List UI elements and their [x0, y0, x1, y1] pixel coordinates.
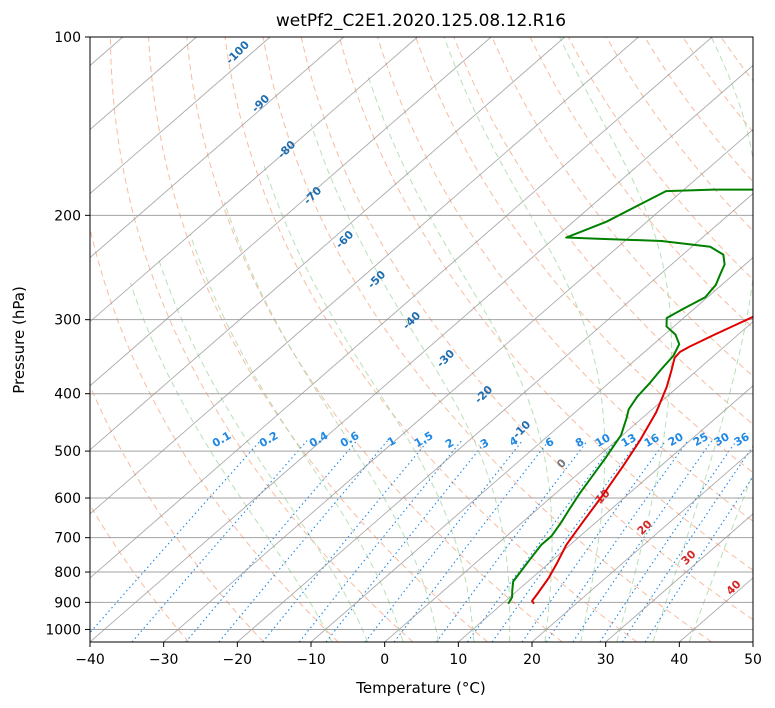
y-tick-label: 300	[54, 313, 81, 329]
mixing-ratio-line	[621, 445, 753, 642]
mixing-ratio-line	[521, 440, 667, 642]
mixing-ratio-line	[298, 440, 463, 642]
dry-adiabat	[453, 37, 753, 425]
mixing-ratio-line	[545, 440, 689, 642]
isotherm	[90, 37, 566, 451]
temperature-profile	[531, 315, 753, 605]
y-tick-label: 900	[54, 595, 81, 611]
dry-adiabat	[90, 503, 190, 642]
isotherm	[163, 128, 753, 642]
axes: −40 −30 −20 −10 0 10 20 30 40 50 100 200 300 400 500 60…	[45, 30, 762, 668]
dry-adiabat	[224, 37, 638, 642]
mixing-ratio-line	[131, 440, 308, 642]
x-tick-label: 30	[597, 652, 615, 668]
x-tick-label: 40	[670, 652, 688, 668]
moist-adiabat	[157, 256, 369, 642]
plot-frame	[89, 36, 754, 643]
isotherm	[90, 37, 713, 579]
moist-adiabat	[263, 165, 475, 642]
sounding-profiles	[507, 188, 753, 605]
y-tick-label: 500	[54, 444, 81, 460]
x-tick-label: 0	[380, 652, 389, 668]
x-tick-label: −30	[149, 652, 179, 668]
y-tick-label: 200	[54, 208, 81, 224]
moist-adiabat	[223, 201, 439, 642]
moist-adiabat	[129, 282, 333, 642]
moist-adiabat	[443, 37, 606, 642]
chart-title: wetPf2_C2E1.2020.125.08.12.R16	[276, 11, 566, 31]
dry-adiabat	[148, 37, 488, 642]
mixing-ratio-line	[644, 475, 753, 642]
isotherm	[384, 321, 753, 642]
dewpoint-profile	[507, 188, 753, 605]
dry-adiabat	[90, 226, 339, 642]
x-tick-label: −10	[296, 652, 326, 668]
isotherm	[90, 37, 418, 323]
isotherm	[458, 385, 753, 642]
x-tick-label: 50	[744, 652, 762, 668]
mixing-ratio-line	[491, 440, 640, 642]
moist-adiabat	[688, 471, 753, 642]
x-tick-label: −40	[75, 652, 105, 668]
y-axis-title: Pressure (hPa)	[10, 286, 28, 394]
y-tick-label: 1000	[45, 622, 81, 638]
moist-adiabat	[189, 233, 404, 642]
mixing-ratio-line	[325, 440, 487, 642]
mixing-ratio-line	[185, 440, 358, 642]
isotherm	[90, 37, 345, 259]
reference-lines	[90, 37, 753, 642]
isotherm	[90, 37, 492, 387]
isotherm	[310, 257, 753, 642]
isotherm	[90, 64, 753, 642]
dry-adiabat	[415, 37, 753, 474]
dry-adiabat	[529, 37, 753, 329]
mixing-ratio-line	[218, 440, 389, 642]
x-axis-title: Temperature (°C)	[355, 679, 485, 697]
isotherm	[90, 37, 639, 515]
x-tick-label: −20	[223, 652, 253, 668]
mixing-ratio-line	[90, 440, 261, 634]
y-tick-label: 400	[54, 387, 81, 403]
dry-adiabat	[300, 37, 753, 621]
x-tick-label: 10	[449, 652, 467, 668]
y-tick-label: 100	[54, 30, 81, 46]
isotherm	[237, 192, 753, 642]
dry-adiabat	[338, 37, 753, 571]
isotherm	[531, 449, 753, 642]
y-tick-label: 600	[54, 491, 81, 507]
dry-adiabat	[491, 37, 753, 377]
y-tick-label: 800	[54, 565, 81, 581]
isotherm	[605, 513, 753, 642]
isotherm	[90, 37, 271, 195]
x-tick-label: 20	[523, 652, 541, 668]
y-tick-label: 700	[54, 531, 81, 547]
